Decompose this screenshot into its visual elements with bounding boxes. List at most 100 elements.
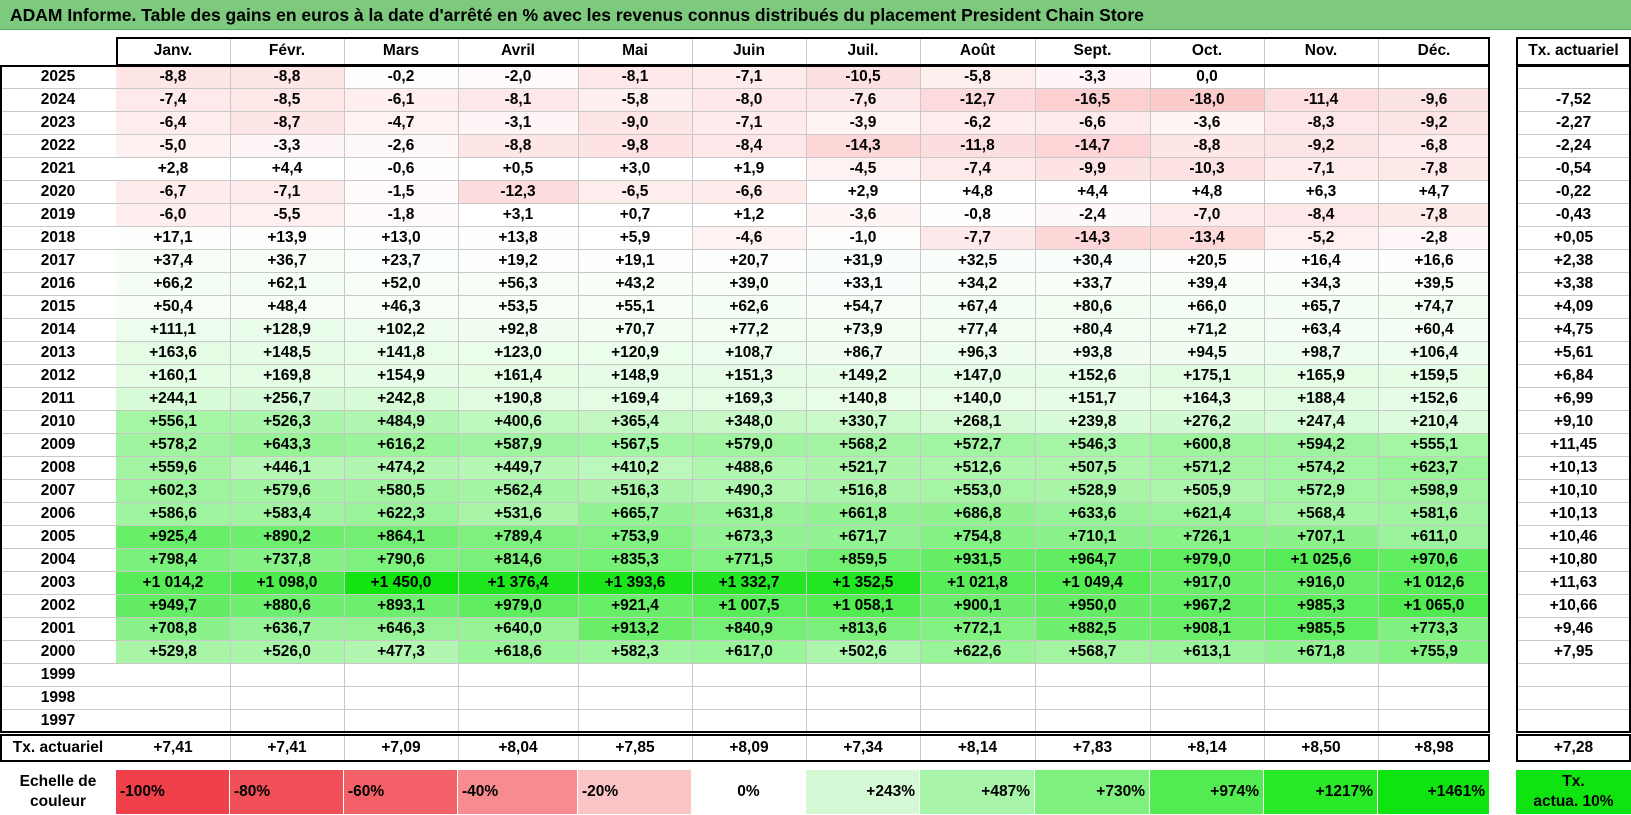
footer-cell: +8,14	[957, 739, 998, 756]
table-cell: +34,3	[1264, 272, 1378, 295]
table-cell: +1 014,2	[116, 571, 230, 594]
table-cell: +19,1	[578, 249, 692, 272]
table-cell: +77,2	[692, 318, 806, 341]
table-cell: +39,0	[692, 272, 806, 295]
year-label: 2017	[40, 252, 76, 269]
table-cell: -8,8	[116, 65, 230, 88]
table-cell: -9,8	[578, 134, 692, 157]
year-label: 2016	[40, 275, 76, 292]
table-cell: +2,9	[806, 180, 920, 203]
table-cell: -8,4	[1264, 203, 1378, 226]
legend-tx-line: actua. 10%	[1533, 793, 1614, 810]
table-cell: +526,3	[230, 410, 344, 433]
table-cell: +1 058,1	[806, 594, 920, 617]
table-cell	[230, 663, 344, 686]
grid-line	[0, 456, 1490, 457]
table-cell: +574,2	[1264, 456, 1378, 479]
month-header: Déc.	[1417, 42, 1451, 59]
table-cell: -9,0	[578, 111, 692, 134]
table-cell: +921,4	[578, 594, 692, 617]
tx-actuariel-cell: +10,13	[1549, 505, 1598, 522]
month-header: Janv.	[153, 42, 193, 59]
month-header: Nov.	[1304, 42, 1338, 59]
tx-actuariel-cell: +5,61	[1553, 344, 1594, 361]
table-cell: +70,7	[578, 318, 692, 341]
table-cell: +163,6	[116, 341, 230, 364]
page-title: ADAM Informe. Table des gains en euros à…	[0, 0, 1631, 30]
table-cell: -2,8	[1378, 226, 1490, 249]
legend-swatch: 0%	[692, 770, 806, 814]
table-cell: +23,7	[344, 249, 458, 272]
table-cell: +159,5	[1378, 364, 1490, 387]
table-cell: -8,1	[458, 88, 578, 111]
table-cell: -6,7	[116, 180, 230, 203]
footer-label: Tx. actuariel	[12, 739, 104, 756]
table-cell: +4,4	[1035, 180, 1150, 203]
table-cell: +1 012,6	[1378, 571, 1490, 594]
table-cell	[578, 709, 692, 732]
tx-actuariel-cell: +9,10	[1553, 413, 1594, 430]
grid-line	[0, 433, 1490, 434]
grid-line	[458, 37, 459, 761]
grid-line	[0, 226, 1490, 227]
table-cell: +631,8	[692, 502, 806, 525]
table-cell: +175,1	[1150, 364, 1264, 387]
table-cell: +39,4	[1150, 272, 1264, 295]
tx-actuariel-cell: +7,95	[1553, 643, 1594, 660]
table-cell: -1,0	[806, 226, 920, 249]
table-cell: -6,8	[1378, 134, 1490, 157]
table-cell: +148,5	[230, 341, 344, 364]
table-cell: +665,7	[578, 502, 692, 525]
year-label: 2003	[40, 574, 76, 591]
table-cell: +640,0	[458, 617, 578, 640]
table-cell	[230, 709, 344, 732]
table-cell: -8,8	[230, 65, 344, 88]
footer-tx-cell: +7,28	[1553, 739, 1594, 756]
table-cell: +60,4	[1378, 318, 1490, 341]
table-cell	[230, 686, 344, 709]
tx-actuariel-cell: -0,22	[1555, 183, 1592, 200]
table-cell: +1 065,0	[1378, 594, 1490, 617]
grid-line	[1035, 37, 1036, 761]
grid-line	[1516, 525, 1631, 526]
footer-cell: +8,04	[498, 739, 538, 756]
table-cell: +521,7	[806, 456, 920, 479]
table-cell: -6,6	[692, 180, 806, 203]
table-cell: +586,6	[116, 502, 230, 525]
table-cell: +771,5	[692, 548, 806, 571]
table-cell: -3,9	[806, 111, 920, 134]
table-cell	[920, 709, 1035, 732]
table-cell	[920, 663, 1035, 686]
year-label: 2001	[40, 620, 76, 637]
table-cell: -1,5	[344, 180, 458, 203]
table-cell: +623,7	[1378, 456, 1490, 479]
table-cell: -9,9	[1035, 157, 1150, 180]
grid-line	[1516, 295, 1631, 296]
table-cell	[1264, 686, 1378, 709]
table-cell	[458, 686, 578, 709]
table-cell: +893,1	[344, 594, 458, 617]
table-cell: +4,8	[1150, 180, 1264, 203]
table-cell: +581,6	[1378, 502, 1490, 525]
table-cell	[344, 686, 458, 709]
table-cell: +1 393,6	[578, 571, 692, 594]
table-cell: -0,2	[344, 65, 458, 88]
grid-line	[230, 37, 231, 761]
table-cell: -4,5	[806, 157, 920, 180]
grid-line	[0, 249, 1490, 250]
table-cell: +611,0	[1378, 525, 1490, 548]
footer-cell: +7,09	[381, 739, 421, 756]
table-cell: +580,5	[344, 479, 458, 502]
table-cell: +151,3	[692, 364, 806, 387]
year-label: 2008	[40, 459, 76, 476]
grid-line	[0, 387, 1490, 388]
grid-line	[0, 640, 1490, 641]
grid-line	[1378, 37, 1379, 761]
table-cell: -8,4	[692, 134, 806, 157]
table-cell	[578, 686, 692, 709]
year-label: 2024	[40, 91, 76, 108]
table-cell	[1378, 65, 1490, 88]
grid-line	[0, 663, 1490, 664]
grid-line	[0, 525, 1490, 526]
table-cell: +814,6	[458, 548, 578, 571]
